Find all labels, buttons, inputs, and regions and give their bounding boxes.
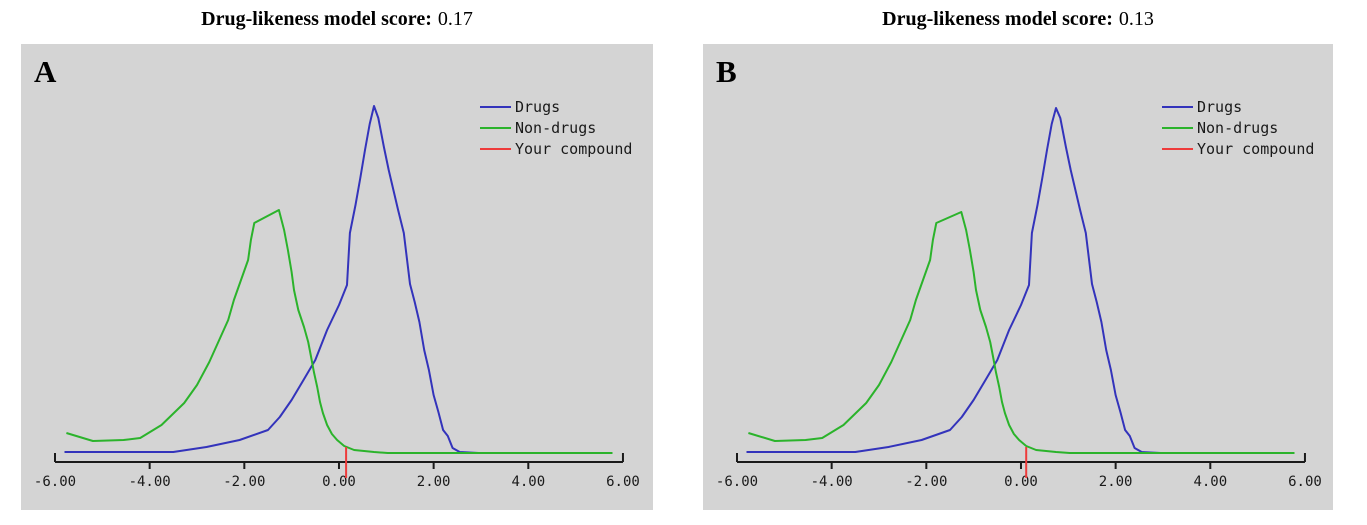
chart-a-panel: -6.00 -4.00 -2.00 0.00 2.00 4.00 6.00 Drugs Non-… <box>21 44 653 510</box>
chart-a-plot: -6.00 -4.00 -2.00 0.00 2.00 4.00 6.00 Drugs Non-… <box>34 98 640 490</box>
chart-b-title-label: Drug-likeness model score: <box>882 8 1113 30</box>
x-tick-label: 2.00 <box>417 474 451 490</box>
legend-label-your-compound: Your compound <box>1197 140 1314 158</box>
chart-a-score-value: 0.17 <box>437 8 473 30</box>
chart-b-plot: -6.00 -4.00 -2.00 0.00 2.00 4.00 6.00 Drugs Non-… <box>716 98 1322 490</box>
legend-label-drugs: Drugs <box>515 98 560 116</box>
chart-b-title: Drug-likeness model score: 0.13 <box>703 8 1333 31</box>
x-tick-label: 6.00 <box>606 474 640 490</box>
x-tick-label: 4.00 <box>1193 474 1227 490</box>
legend-label-non-drugs: Non-drugs <box>515 119 596 137</box>
chart-b: Drug-likeness model score: 0.13 -6.00 -4.0… <box>703 0 1333 525</box>
chart-a-title-label: Drug-likeness model score: <box>201 8 432 30</box>
chart-b-panel: -6.00 -4.00 -2.00 0.00 2.00 4.00 6.00 Drugs Non-… <box>703 44 1333 510</box>
x-tick-label: 4.00 <box>511 474 545 490</box>
chart-b-letter: B <box>716 54 737 89</box>
non-drugs-curve <box>66 209 613 454</box>
legend-label-non-drugs: Non-drugs <box>1197 119 1278 137</box>
x-tick-label: 0.00 <box>1004 474 1038 490</box>
drugs-curve <box>746 107 1161 454</box>
x-tick-label: 6.00 <box>1288 474 1322 490</box>
x-tick-label: 0.00 <box>322 474 356 490</box>
x-tick-label: 2.00 <box>1099 474 1133 490</box>
chart-b-score-value: 0.13 <box>1118 8 1154 30</box>
x-tick-label: -2.00 <box>905 474 947 490</box>
legend-label-drugs: Drugs <box>1197 98 1242 116</box>
chart-a: Drug-likeness model score: 0.17 -6.00 -4.0… <box>21 0 653 525</box>
x-tick-label: -4.00 <box>129 474 171 490</box>
chart-a-letter: A <box>34 54 57 89</box>
non-drugs-curve <box>748 211 1295 454</box>
legend-label-your-compound: Your compound <box>515 140 632 158</box>
drugs-curve <box>64 105 479 454</box>
chart-a-title: Drug-likeness model score: 0.17 <box>21 8 653 31</box>
x-tick-label: -6.00 <box>34 474 76 490</box>
x-tick-label: -4.00 <box>811 474 853 490</box>
x-tick-label: -2.00 <box>223 474 265 490</box>
x-tick-label: -6.00 <box>716 474 758 490</box>
